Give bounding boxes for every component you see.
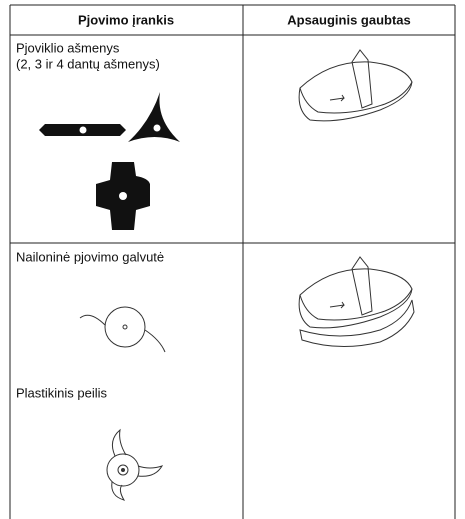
tool-label: Pjoviklio ašmenys (16, 40, 120, 55)
header-cell: Apsauginis gaubtas (287, 12, 411, 27)
blade-two-tooth (39, 124, 126, 136)
plastic-knife (106, 428, 164, 501)
blade-four-tooth (96, 162, 150, 230)
tool-label: Plastikinis peilis (16, 385, 108, 400)
table-grid (9, 4, 456, 519)
guard (298, 49, 413, 122)
nylon-head (79, 306, 166, 353)
header-cell: Pjovimo įrankis (78, 12, 174, 27)
blade-three-tooth (128, 92, 180, 142)
tool-label: (2, 3 ir 4 dantų ašmenys) (16, 56, 160, 71)
tool-label: Nailoninė pjovimo galvutė (16, 249, 164, 264)
guard-with-extension (298, 256, 415, 348)
